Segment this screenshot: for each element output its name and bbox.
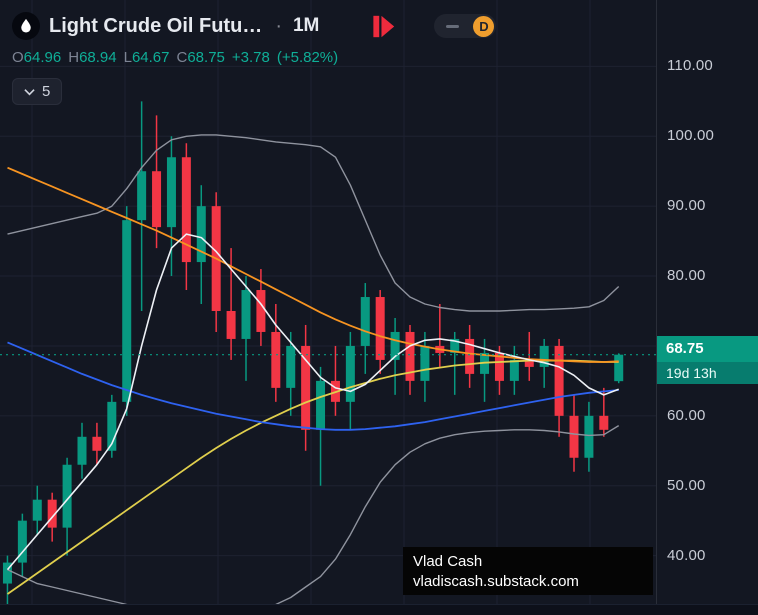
ma-orange-line[interactable]: [7, 166, 619, 363]
indicator-count: 5: [42, 83, 51, 100]
price-tick: 60.00: [667, 406, 706, 424]
ma-white-line[interactable]: [6, 233, 619, 571]
price-tick: 90.00: [667, 197, 706, 215]
daily-adjust-toggle[interactable]: D: [434, 14, 497, 38]
close-label: C: [176, 49, 188, 66]
high-label: H: [68, 49, 80, 66]
price-tick: 40.00: [667, 546, 706, 564]
watermark-box: Vlad Cash vladiscash.substack.com: [403, 547, 653, 595]
red-flag-icon: [370, 13, 397, 40]
bollinger-upper-line[interactable]: [7, 134, 620, 312]
watermark-url: vladiscash.substack.com: [413, 573, 579, 590]
toggle-dash-icon: [446, 24, 460, 28]
watermark-author: Vlad Cash: [413, 553, 483, 570]
close-value: 68.75: [187, 49, 225, 66]
bollinger-lower-line[interactable]: [7, 425, 620, 615]
ohlc-row: O64.96 H68.94 L64.67 C68.75 +3.78 (+5.82…: [12, 49, 496, 66]
bar-countdown: 19d 13h: [657, 361, 758, 384]
chart-pane[interactable]: Vlad Cash vladiscash.substack.com: [0, 0, 656, 615]
change-percent: (+5.82%): [276, 49, 339, 66]
symbol-title[interactable]: Light Crude Oil Futu…: [49, 14, 263, 37]
ma-yellow-line[interactable]: [6, 359, 619, 595]
change-value: +3.78: [231, 49, 270, 66]
toggle-d-knob[interactable]: D: [473, 15, 495, 37]
ma-blue-line[interactable]: [7, 341, 619, 431]
time-axis-bar[interactable]: [0, 604, 758, 615]
low-label: L: [123, 49, 132, 66]
chevron-down-icon: [24, 88, 35, 96]
oil-droplet-icon: [12, 12, 40, 40]
timeframe-label[interactable]: 1M: [292, 15, 320, 36]
price-tick: 80.00: [667, 267, 706, 285]
price-tick: 50.00: [667, 476, 706, 494]
low-value: 64.67: [131, 49, 170, 66]
price-axis[interactable]: 110.00100.0090.0080.0070.0060.0050.0040.…: [656, 0, 758, 615]
open-label: O: [12, 49, 24, 66]
indicators-collapse-button[interactable]: 5: [12, 78, 63, 105]
last-price-badge: 68.75 19d 13h: [657, 335, 758, 384]
candlestick-chart[interactable]: [0, 0, 656, 615]
price-tick: 100.00: [667, 127, 715, 145]
chart-legend: Light Crude Oil Futu… · 1M D O64.96 H68.…: [0, 0, 497, 105]
last-price-value: 68.75: [657, 335, 758, 362]
open-value: 64.96: [23, 49, 62, 66]
title-separator: ·: [275, 14, 282, 37]
high-value: 68.94: [79, 49, 117, 66]
price-tick: 110.00: [667, 57, 713, 75]
